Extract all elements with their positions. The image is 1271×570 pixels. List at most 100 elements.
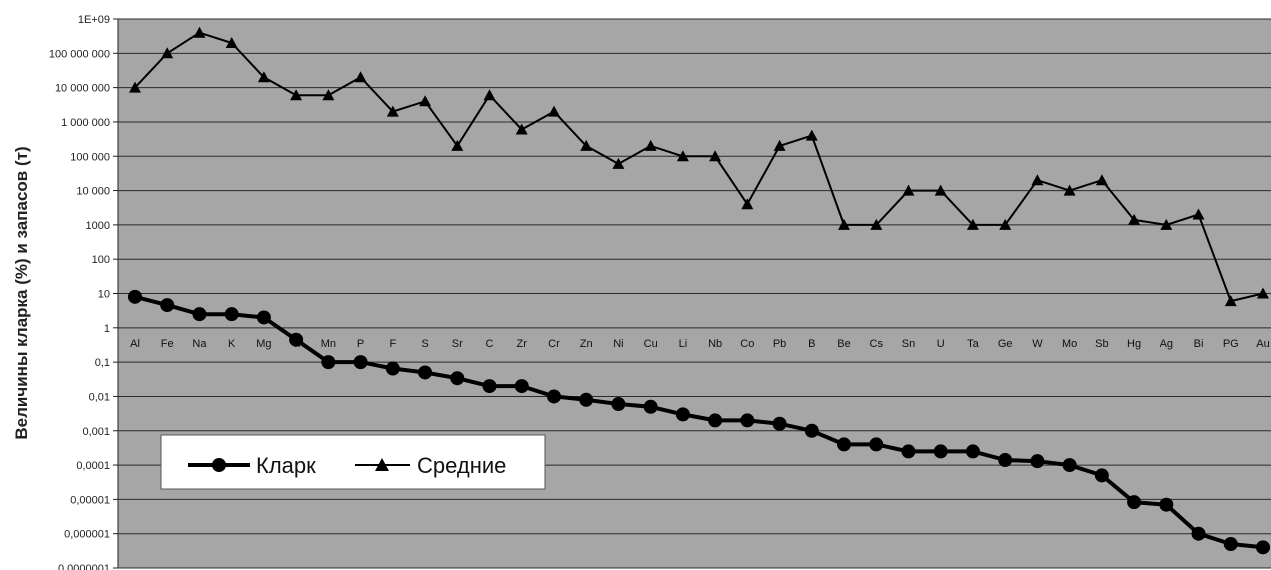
x-category-label: Cu	[644, 338, 658, 350]
x-category-label: Fe	[161, 338, 174, 350]
x-category-label: Na	[192, 338, 207, 350]
klark-point	[708, 413, 723, 428]
x-category-label: Sr	[452, 338, 463, 350]
klark-point	[772, 416, 787, 431]
srednie-point	[515, 123, 528, 135]
klark-point	[1191, 526, 1206, 541]
srednie-point	[129, 81, 141, 93]
srednie-point	[773, 139, 786, 151]
klark-point	[579, 392, 594, 407]
srednie-point	[354, 71, 367, 83]
klark-point	[546, 389, 561, 404]
x-category-label: K	[228, 338, 236, 350]
klark-point	[192, 307, 207, 322]
x-category-label: Mg	[256, 338, 271, 350]
klark-point	[675, 407, 690, 422]
legend-klark-label: Кларк	[256, 453, 316, 478]
klark-point	[482, 379, 497, 394]
klark-point	[128, 289, 142, 304]
srednie-point	[161, 47, 174, 59]
legend-klark-marker-icon	[212, 458, 226, 472]
klark-point	[965, 444, 980, 459]
y-tick-label: 0,000001	[64, 529, 110, 541]
srednie-point	[580, 139, 593, 151]
srednie-point	[1257, 287, 1269, 299]
srednie-point	[290, 89, 303, 101]
y-tick-label: 0,001	[82, 426, 110, 438]
klark-point	[160, 298, 175, 313]
srednie-point	[386, 105, 399, 117]
x-category-label: Sn	[902, 338, 915, 350]
klark-point	[353, 355, 368, 370]
series-markers	[128, 26, 1270, 555]
srednie-point	[644, 139, 657, 151]
srednie-point	[225, 37, 238, 48]
x-category-label: Zn	[580, 338, 593, 350]
srednie-point	[1224, 295, 1237, 307]
klark-point	[1062, 458, 1077, 473]
srednie-point	[1095, 174, 1108, 186]
klark-point	[611, 397, 626, 412]
y-tick-label: 10	[98, 289, 110, 301]
klark-point	[385, 361, 400, 376]
x-category-label: F	[389, 338, 396, 350]
y-tick-label: 1	[104, 323, 110, 335]
klark-point	[450, 371, 465, 386]
y-tick-label: 1E+09	[78, 14, 110, 26]
x-category-label: Pb	[773, 338, 786, 350]
klark-point	[804, 423, 819, 438]
legend-srednie-marker-icon	[375, 458, 389, 471]
x-category-label: Sb	[1095, 338, 1108, 350]
x-category-label: Ta	[967, 338, 980, 350]
x-category-label: Nb	[708, 338, 722, 350]
srednie-point	[1128, 213, 1141, 225]
y-tick-label: 100 000	[70, 151, 110, 163]
x-category-label: Cr	[548, 338, 560, 350]
klark-point	[1159, 497, 1174, 512]
klark-point	[224, 307, 239, 322]
srednie-point	[612, 157, 625, 169]
x-category-label: B	[808, 338, 815, 350]
srednie-point	[934, 184, 947, 196]
legend-srednie-label: Средние	[417, 453, 506, 478]
klark-point	[1223, 537, 1238, 552]
x-category-label: Ge	[998, 338, 1013, 350]
srednie-point	[1031, 174, 1044, 186]
y-tick-label: 0,0001	[76, 460, 110, 472]
srednie-point	[838, 218, 850, 230]
x-category-label: C	[486, 338, 494, 350]
klark-point	[643, 399, 658, 414]
x-category-label: PG	[1223, 338, 1239, 350]
srednie-point	[419, 95, 432, 107]
y-tick-label: 100 000 000	[49, 48, 110, 60]
srednie-point	[483, 89, 496, 101]
klark-point	[1030, 454, 1045, 469]
srednie-point	[870, 218, 883, 230]
series-line-srednie	[134, 31, 1264, 303]
y-axis-label: Величины кларка (%) и запасов (т)	[12, 146, 31, 439]
srednie-point	[966, 218, 979, 230]
x-category-label: Hg	[1127, 338, 1141, 350]
srednie-point	[257, 71, 270, 83]
srednie-point	[741, 198, 754, 210]
klark-point	[1256, 540, 1270, 555]
x-category-label: Mn	[321, 338, 336, 350]
klark-point	[998, 453, 1013, 468]
x-category-label: W	[1032, 338, 1043, 350]
srednie-point	[1063, 184, 1076, 196]
y-tick-label: 0,00001	[70, 494, 110, 506]
klark-point	[933, 444, 948, 459]
klark-point	[256, 310, 271, 325]
x-category-label: Cs	[870, 338, 884, 350]
x-category-label: Ag	[1160, 338, 1173, 350]
srednie-point	[902, 184, 915, 196]
x-category-label: Bi	[1194, 338, 1204, 350]
y-tick-label: 1 000 000	[61, 117, 110, 129]
legend: Кларк Средние	[160, 434, 546, 490]
y-tick-label: 0,01	[89, 391, 110, 403]
x-category-label: Ni	[613, 338, 623, 350]
srednie-point	[322, 89, 335, 101]
x-category-label: Mo	[1062, 338, 1077, 350]
y-tick-label: 0,1	[95, 357, 110, 369]
